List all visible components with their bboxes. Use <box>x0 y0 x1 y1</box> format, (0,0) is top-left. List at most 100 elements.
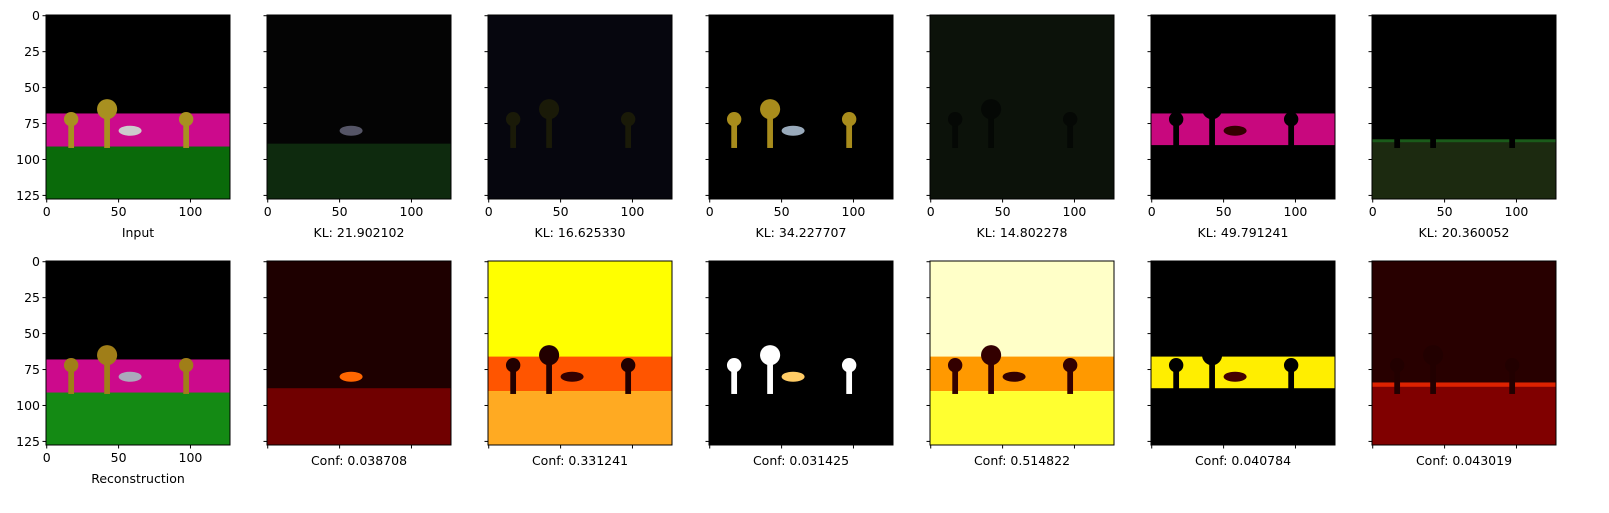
car <box>781 125 805 136</box>
panel-label: Conf: 0.040784 <box>1195 453 1291 468</box>
panel-label: KL: 49.791241 <box>1198 225 1289 240</box>
key-head <box>947 112 963 127</box>
panel-label: KL: 16.625330 <box>535 225 626 240</box>
y-tick-label: 125 <box>16 434 40 449</box>
key-head <box>97 345 118 366</box>
x-tick-label: 100 <box>842 204 866 219</box>
x-tick-label: 100 <box>1284 204 1308 219</box>
key-head <box>97 99 118 120</box>
key-head <box>1389 112 1405 127</box>
car <box>560 371 584 382</box>
key-shaft <box>731 365 738 394</box>
key-head <box>760 345 781 366</box>
y-tick-label: 0 <box>32 8 40 23</box>
key-shaft <box>1209 109 1215 148</box>
y-tick-label: 75 <box>24 362 40 377</box>
key-head <box>1202 99 1223 120</box>
key-shaft <box>1067 365 1074 394</box>
key-head <box>620 358 636 373</box>
image-panel <box>46 261 230 445</box>
y-tick-label: 25 <box>24 44 40 59</box>
key-head <box>539 99 560 120</box>
x-tick-label: 0 <box>485 204 493 219</box>
key-head <box>505 112 521 127</box>
key-shaft <box>1173 365 1180 394</box>
x-tick-label: 0 <box>43 450 51 465</box>
key-shaft <box>1509 119 1516 148</box>
image-region <box>267 388 451 445</box>
key-head <box>1062 358 1078 373</box>
x-tick-label: 0 <box>1369 204 1377 219</box>
x-tick-label: 50 <box>774 204 790 219</box>
key-shaft <box>546 355 552 394</box>
key-shaft <box>1509 365 1516 394</box>
key-head <box>1423 99 1444 120</box>
image-panel <box>488 15 672 199</box>
x-tick-label: 50 <box>111 450 127 465</box>
image-region <box>1372 383 1556 445</box>
x-tick-label: 0 <box>927 204 935 219</box>
key-shaft <box>1173 119 1180 148</box>
panel-label: KL: 34.227707 <box>756 225 847 240</box>
key-shaft <box>104 355 110 394</box>
image-panel <box>1372 261 1556 445</box>
panel-label: Conf: 0.331241 <box>532 453 628 468</box>
key-head <box>505 358 521 373</box>
key-head <box>726 112 742 127</box>
key-head <box>178 358 194 373</box>
key-shaft <box>1209 355 1215 394</box>
x-tick-label: 0 <box>1148 204 1156 219</box>
y-tick-label: 25 <box>24 290 40 305</box>
key-shaft <box>1288 119 1295 148</box>
x-tick-label: 100 <box>1063 204 1087 219</box>
axes-frame <box>487 14 673 200</box>
image-region <box>709 15 893 199</box>
key-head <box>841 112 857 127</box>
image-region <box>709 261 893 445</box>
key-head <box>760 99 781 120</box>
axes-frame <box>266 14 452 200</box>
key-head <box>1168 358 1184 373</box>
image-region <box>46 146 230 199</box>
y-tick-label: 75 <box>24 116 40 131</box>
image-region <box>1372 382 1556 387</box>
key-shaft <box>625 365 632 394</box>
image-region <box>267 143 451 199</box>
image-region <box>1151 261 1335 445</box>
key-shaft <box>1067 119 1074 148</box>
axes-frame <box>1150 260 1336 446</box>
panel-label: Conf: 0.031425 <box>753 453 849 468</box>
x-tick-label: 50 <box>553 204 569 219</box>
image-panel <box>930 15 1114 199</box>
x-tick-label: 0 <box>264 204 272 219</box>
key-head <box>1504 112 1520 127</box>
car <box>781 371 805 382</box>
key-head <box>178 112 194 127</box>
y-tick-label: 50 <box>24 80 40 95</box>
x-tick-label: 50 <box>995 204 1011 219</box>
image-panel <box>930 261 1114 445</box>
image-panel <box>1151 261 1335 445</box>
key-shaft <box>1430 109 1436 148</box>
image-panel <box>709 15 893 199</box>
axes-frame <box>708 14 894 200</box>
axes-frame <box>1371 14 1557 200</box>
key-shaft <box>104 109 110 148</box>
key-head <box>726 358 742 373</box>
y-tick-label: 100 <box>16 398 40 413</box>
key-head <box>620 112 636 127</box>
image-panel <box>267 261 451 445</box>
key-head <box>1283 112 1299 127</box>
key-shaft <box>1394 119 1401 148</box>
x-tick-label: 50 <box>1437 204 1453 219</box>
key-head <box>63 358 79 373</box>
key-shaft <box>767 109 773 148</box>
y-tick-label: 50 <box>24 326 40 341</box>
key-shaft <box>1288 365 1295 394</box>
y-tick-label: 125 <box>16 188 40 203</box>
key-shaft <box>183 119 190 148</box>
key-head <box>1168 112 1184 127</box>
key-shaft <box>625 119 632 148</box>
key-shaft <box>846 365 853 394</box>
key-shaft <box>988 355 994 394</box>
